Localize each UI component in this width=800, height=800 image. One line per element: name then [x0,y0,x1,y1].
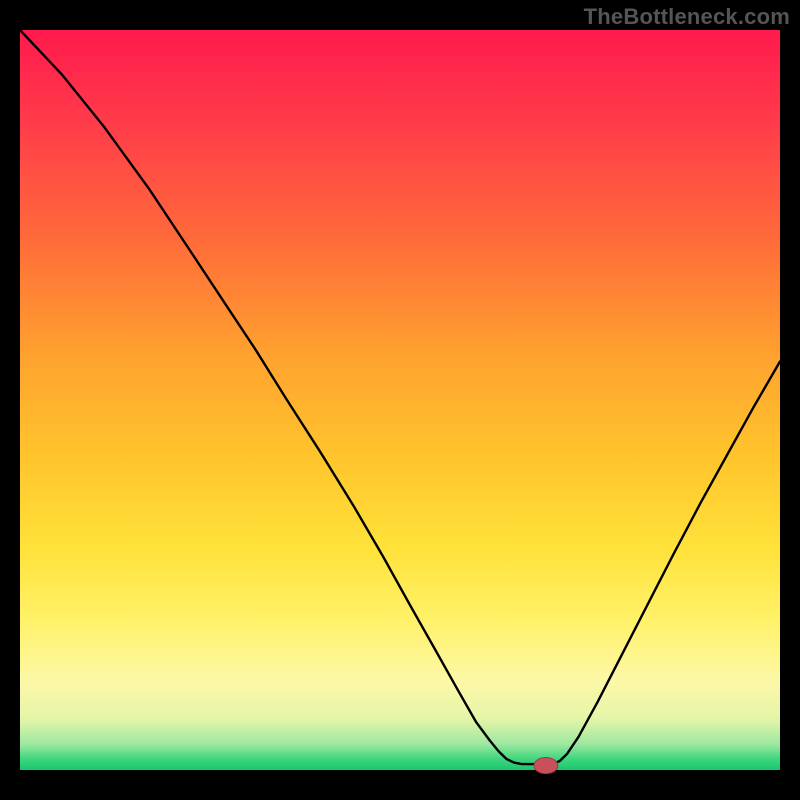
watermark-text: TheBottleneck.com [584,4,790,30]
optimal-marker [534,758,558,774]
plot-background [20,30,780,770]
bottleneck-chart [0,0,800,800]
chart-stage: TheBottleneck.com [0,0,800,800]
